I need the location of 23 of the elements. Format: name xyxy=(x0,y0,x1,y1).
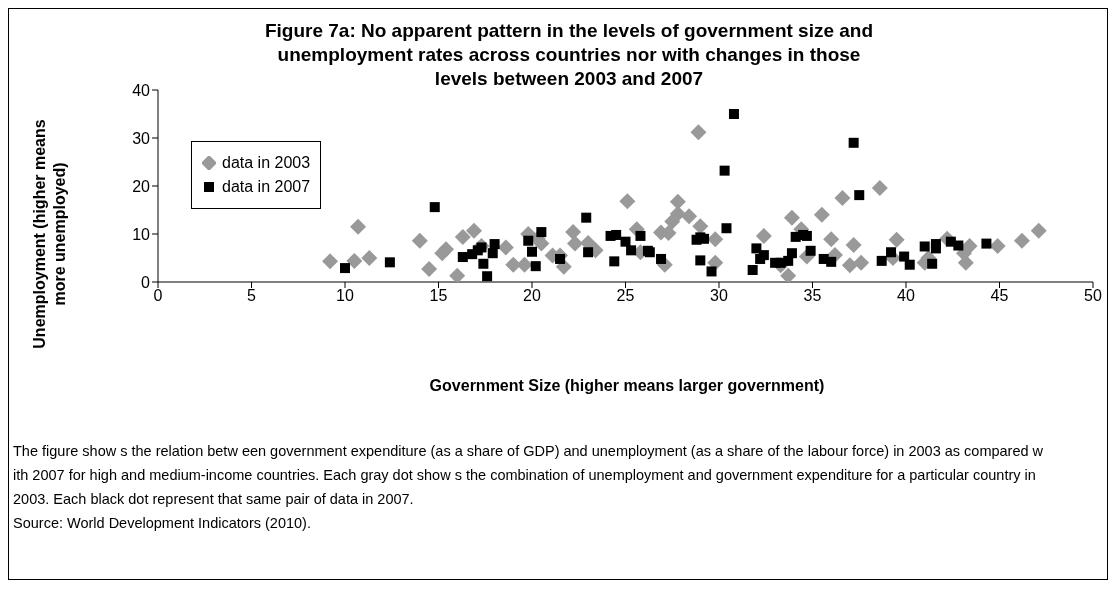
x-tick-label: 20 xyxy=(523,287,541,305)
text: The figure show s the relation betw een government expenditure (as a share of GDP) and unemployment (as a share of the labour force) in 2003 as compared w ith 2007 for high and medium-income countries. Each gray dot show s the combination of unemployment and government expenditure for a particular country in 2003. Each black dot represent that same pair of data in 2007. xyxy=(13,442,1045,509)
x-tick-label: 15 xyxy=(429,287,448,305)
chart-title: Figure 7a: No apparent pattern in the levels of government size and unemployment rates across countries nor with changes in those levels between 2003 and 2007 xyxy=(263,19,875,91)
legend-label: data in 2007 xyxy=(222,178,311,196)
x-tick-label: 0 xyxy=(153,287,163,305)
y-tick-label: 0 xyxy=(141,273,151,291)
x-tick-label: 30 xyxy=(710,287,728,305)
x-tick-label: 25 xyxy=(616,287,635,305)
x-axis-title: Government Size (higher means larger government) xyxy=(428,377,826,395)
y-tick-label: 20 xyxy=(132,177,151,195)
source-note: Source: World Development Indicators (2010). xyxy=(13,514,312,533)
x-tick-label: 10 xyxy=(336,287,354,305)
x-tick-label: 45 xyxy=(990,287,1009,305)
y-tick-label: 40 xyxy=(132,81,151,99)
y-axis-title: Unemployment (higher means more unemployed) xyxy=(30,119,69,349)
y-tick-label: 10 xyxy=(132,225,151,243)
y-tick-label: 30 xyxy=(132,129,151,147)
x-tick-label: 50 xyxy=(1084,287,1102,305)
x-tick-label: 5 xyxy=(247,287,257,305)
x-tick-label: 40 xyxy=(897,287,915,305)
legend-label: data in 2003 xyxy=(222,154,311,172)
x-tick-label: 35 xyxy=(803,287,822,305)
